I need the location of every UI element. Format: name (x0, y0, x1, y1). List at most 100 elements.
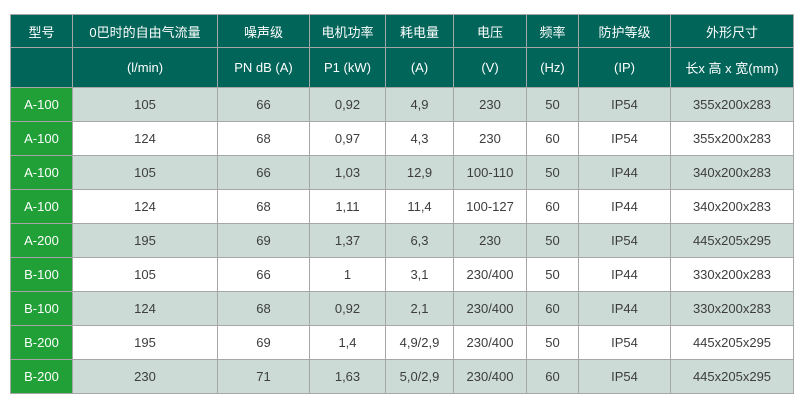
data-cell: 60 (526, 189, 579, 224)
data-cell: 340x200x283 (670, 189, 794, 224)
data-cell: 1,63 (309, 359, 386, 394)
model-cell: A-200 (10, 223, 73, 258)
table-row: B-200 230 71 1,63 5,0/2,9 230/400 60 IP54 445x20… (10, 359, 794, 394)
model-cell: A-100 (10, 155, 73, 190)
data-cell: 2,1 (385, 291, 454, 326)
data-cell: 100-127 (453, 189, 527, 224)
data-cell: 1,37 (309, 223, 386, 258)
data-cell: 330x200x283 (670, 257, 794, 292)
data-cell: IP44 (578, 155, 671, 190)
unit-airflow: (l/min) (72, 47, 218, 88)
data-cell: IP44 (578, 257, 671, 292)
data-cell: 230/400 (453, 359, 527, 394)
data-cell: 71 (217, 359, 310, 394)
product-spec-table: 型号 0巴时的自由气流量 噪声级 电机功率 耗电量 电压 频率 防护等级 外形尺… (10, 14, 794, 394)
data-cell: 50 (526, 155, 579, 190)
data-cell: 445x205x295 (670, 223, 794, 258)
col-header-voltage: 电压 (453, 14, 527, 48)
col-header-protection: 防护等级 (578, 14, 671, 48)
col-header-model: 型号 (10, 14, 73, 48)
unit-motor-power: P1 (kW) (309, 47, 386, 88)
data-cell: 50 (526, 87, 579, 122)
spec-table-container: 型号 0巴时的自由气流量 噪声级 电机功率 耗电量 电压 频率 防护等级 外形尺… (10, 14, 794, 394)
table-row: A-100 105 66 1,03 12,9 100-110 50 IP44 340x200x2… (10, 155, 794, 190)
col-header-current: 耗电量 (385, 14, 454, 48)
data-cell: 68 (217, 291, 310, 326)
unit-dimensions: 长x 高 x 宽(mm) (670, 47, 794, 88)
data-cell: 4,9/2,9 (385, 325, 454, 360)
data-cell: 124 (72, 121, 218, 156)
col-header-dimensions: 外形尺寸 (670, 14, 794, 48)
data-cell: 5,0/2,9 (385, 359, 454, 394)
data-cell: 230/400 (453, 291, 527, 326)
data-cell: 355x200x283 (670, 121, 794, 156)
model-cell: A-100 (10, 189, 73, 224)
data-cell: 1 (309, 257, 386, 292)
data-cell: 105 (72, 155, 218, 190)
data-cell: 230 (453, 87, 527, 122)
col-header-airflow: 0巴时的自由气流量 (72, 14, 218, 48)
data-cell: 0,92 (309, 291, 386, 326)
data-cell: 230/400 (453, 257, 527, 292)
data-cell: 50 (526, 257, 579, 292)
data-cell: IP54 (578, 87, 671, 122)
table-row: B-100 124 68 0,92 2,1 230/400 60 IP44 330x200x28… (10, 291, 794, 326)
data-cell: 355x200x283 (670, 87, 794, 122)
table-row: B-100 105 66 1 3,1 230/400 50 IP44 330x200x283 (10, 257, 794, 292)
data-cell: 230 (72, 359, 218, 394)
data-cell: 445x205x295 (670, 325, 794, 360)
data-cell: 4,3 (385, 121, 454, 156)
data-cell: 66 (217, 87, 310, 122)
table-header: 型号 0巴时的自由气流量 噪声级 电机功率 耗电量 电压 频率 防护等级 外形尺… (10, 14, 794, 88)
data-cell: 1,11 (309, 189, 386, 224)
data-cell: 4,9 (385, 87, 454, 122)
data-cell: IP54 (578, 325, 671, 360)
header-row-titles: 型号 0巴时的自由气流量 噪声级 电机功率 耗电量 电压 频率 防护等级 外形尺… (10, 14, 794, 48)
table-row: A-100 124 68 0,97 4,3 230 60 IP54 355x200x283 (10, 121, 794, 156)
data-cell: 3,1 (385, 257, 454, 292)
data-cell: 100-110 (453, 155, 527, 190)
data-cell: 195 (72, 325, 218, 360)
model-cell: B-100 (10, 291, 73, 326)
data-cell: 68 (217, 121, 310, 156)
table-row: A-200 195 69 1,37 6,3 230 50 IP54 445x205x295 (10, 223, 794, 258)
data-cell: 230 (453, 223, 527, 258)
col-header-motor-power: 电机功率 (309, 14, 386, 48)
data-cell: 445x205x295 (670, 359, 794, 394)
data-cell: IP54 (578, 359, 671, 394)
data-cell: 0,97 (309, 121, 386, 156)
data-cell: 0,92 (309, 87, 386, 122)
data-cell: 340x200x283 (670, 155, 794, 190)
data-cell: 60 (526, 359, 579, 394)
data-cell: 50 (526, 325, 579, 360)
unit-blank (10, 47, 73, 88)
unit-protection: (IP) (578, 47, 671, 88)
data-cell: IP54 (578, 121, 671, 156)
table-row: B-200 195 69 1,4 4,9/2,9 230/400 50 IP54 445x205… (10, 325, 794, 360)
data-cell: 105 (72, 257, 218, 292)
data-cell: 124 (72, 189, 218, 224)
data-cell: 230 (453, 121, 527, 156)
data-cell: 66 (217, 155, 310, 190)
unit-noise: PN dB (A) (217, 47, 310, 88)
table-body: A-100 105 66 0,92 4,9 230 50 IP54 355x200x283 A-1… (10, 87, 794, 394)
col-header-noise: 噪声级 (217, 14, 310, 48)
unit-current: (A) (385, 47, 454, 88)
data-cell: 195 (72, 223, 218, 258)
data-cell: 50 (526, 223, 579, 258)
data-cell: 230/400 (453, 325, 527, 360)
data-cell: 60 (526, 121, 579, 156)
data-cell: 68 (217, 189, 310, 224)
data-cell: 6,3 (385, 223, 454, 258)
data-cell: 1,03 (309, 155, 386, 190)
data-cell: IP54 (578, 223, 671, 258)
data-cell: 69 (217, 325, 310, 360)
data-cell: 11,4 (385, 189, 454, 224)
unit-voltage: (V) (453, 47, 527, 88)
data-cell: 124 (72, 291, 218, 326)
col-header-frequency: 频率 (526, 14, 579, 48)
model-cell: B-200 (10, 359, 73, 394)
data-cell: 1,4 (309, 325, 386, 360)
model-cell: B-100 (10, 257, 73, 292)
data-cell: 66 (217, 257, 310, 292)
